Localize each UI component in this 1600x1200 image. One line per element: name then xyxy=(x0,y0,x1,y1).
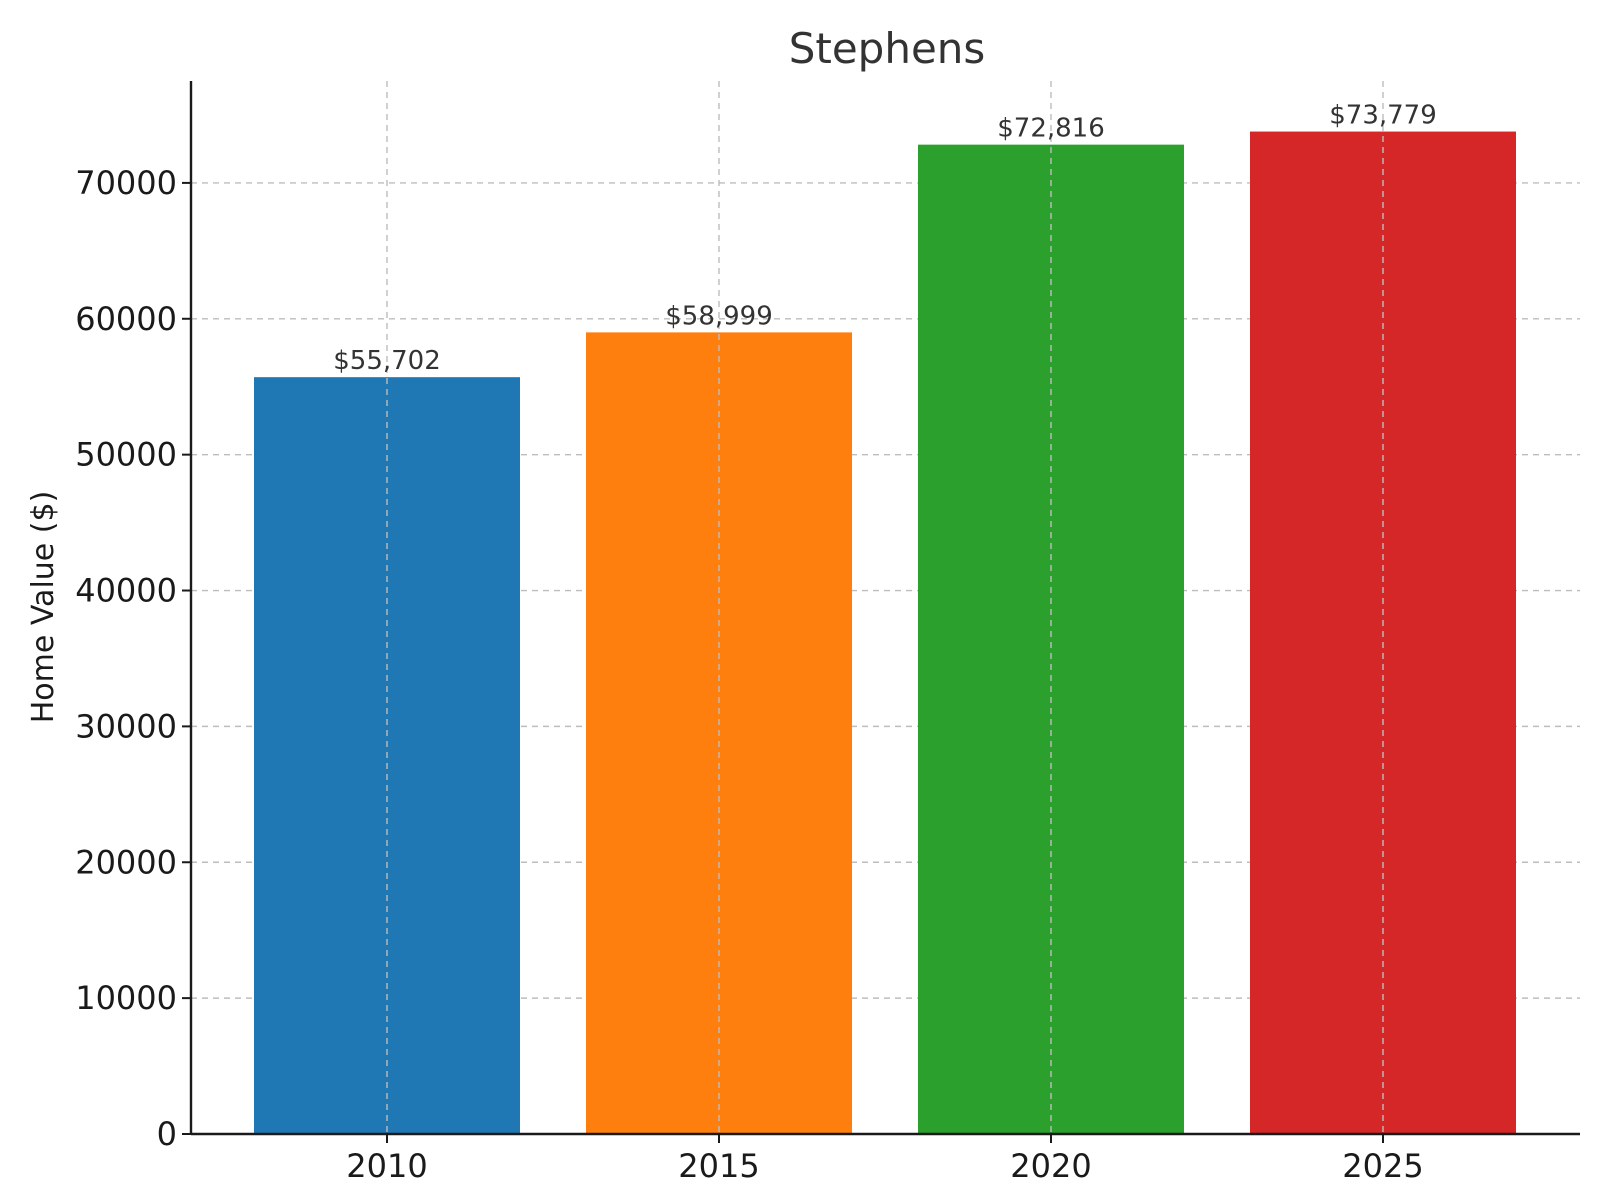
y-tick-label: 0 xyxy=(157,1115,177,1153)
y-axis-label: Home Value ($) xyxy=(26,491,61,724)
x-tick-label-2015: 2015 xyxy=(678,1147,759,1185)
x-tick-label-2025: 2025 xyxy=(1342,1147,1423,1185)
y-tick-label: 70000 xyxy=(75,164,177,202)
y-tick-label: 60000 xyxy=(75,300,177,338)
labels-layer: 0 10000 20000 30000 40000 50000 60000 70000 2010… xyxy=(75,101,1437,1185)
x-tick-label-2010: 2010 xyxy=(346,1147,427,1185)
y-tick-label: 40000 xyxy=(75,572,177,610)
data-label-2010: $55,702 xyxy=(333,346,441,376)
data-label-2025: $73,779 xyxy=(1329,101,1437,131)
bars-layer xyxy=(254,131,1516,1135)
vertical-grid-layer xyxy=(386,81,1384,1134)
y-tick-label: 50000 xyxy=(75,436,177,474)
y-tick-label: 20000 xyxy=(75,843,177,881)
bar-2020 xyxy=(918,144,1184,1134)
data-label-2015: $58,999 xyxy=(665,301,773,331)
data-label-2020: $72,816 xyxy=(997,114,1105,144)
chart-title: Stephens xyxy=(789,24,986,73)
x-tick-label-2020: 2020 xyxy=(1010,1147,1091,1185)
y-tick-label: 10000 xyxy=(75,979,177,1017)
axes-layer xyxy=(182,81,1580,1143)
y-tick-label: 30000 xyxy=(75,707,177,745)
